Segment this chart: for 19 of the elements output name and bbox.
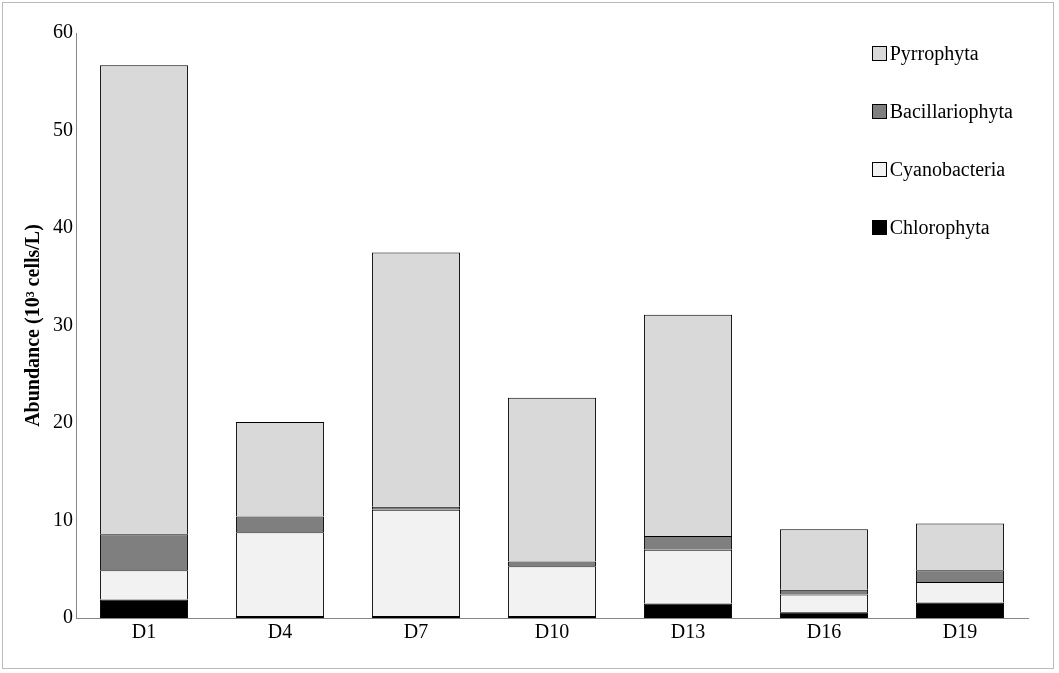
x-tick-label: D4 — [267, 620, 293, 643]
x-tick-label: D1 — [131, 620, 157, 643]
legend-label: Bacillariophyta — [889, 100, 1013, 122]
x-tick-label: D7 — [403, 620, 429, 643]
y-tick-label: 50 — [53, 117, 73, 140]
y-tick-label: 40 — [53, 215, 73, 238]
x-tick-label: D10 — [534, 620, 570, 643]
legend-label: Pyrrophyta — [889, 42, 979, 64]
legend-label: Chlorophyta — [889, 216, 990, 238]
y-tick-label: 60 — [53, 20, 73, 43]
x-tick-label: D19 — [942, 620, 978, 643]
x-tick-label: D13 — [670, 620, 706, 643]
legend-label: Cyanobacteria — [889, 158, 1006, 180]
y-tick-label: 10 — [53, 507, 73, 530]
y-tick-label: 30 — [53, 312, 73, 335]
y-axis-title: Abundance (10³ cells/L) — [21, 224, 45, 427]
x-tick-label: D16 — [806, 620, 842, 643]
y-tick-label: 20 — [53, 410, 73, 433]
y-tick-label: 0 — [63, 605, 73, 628]
